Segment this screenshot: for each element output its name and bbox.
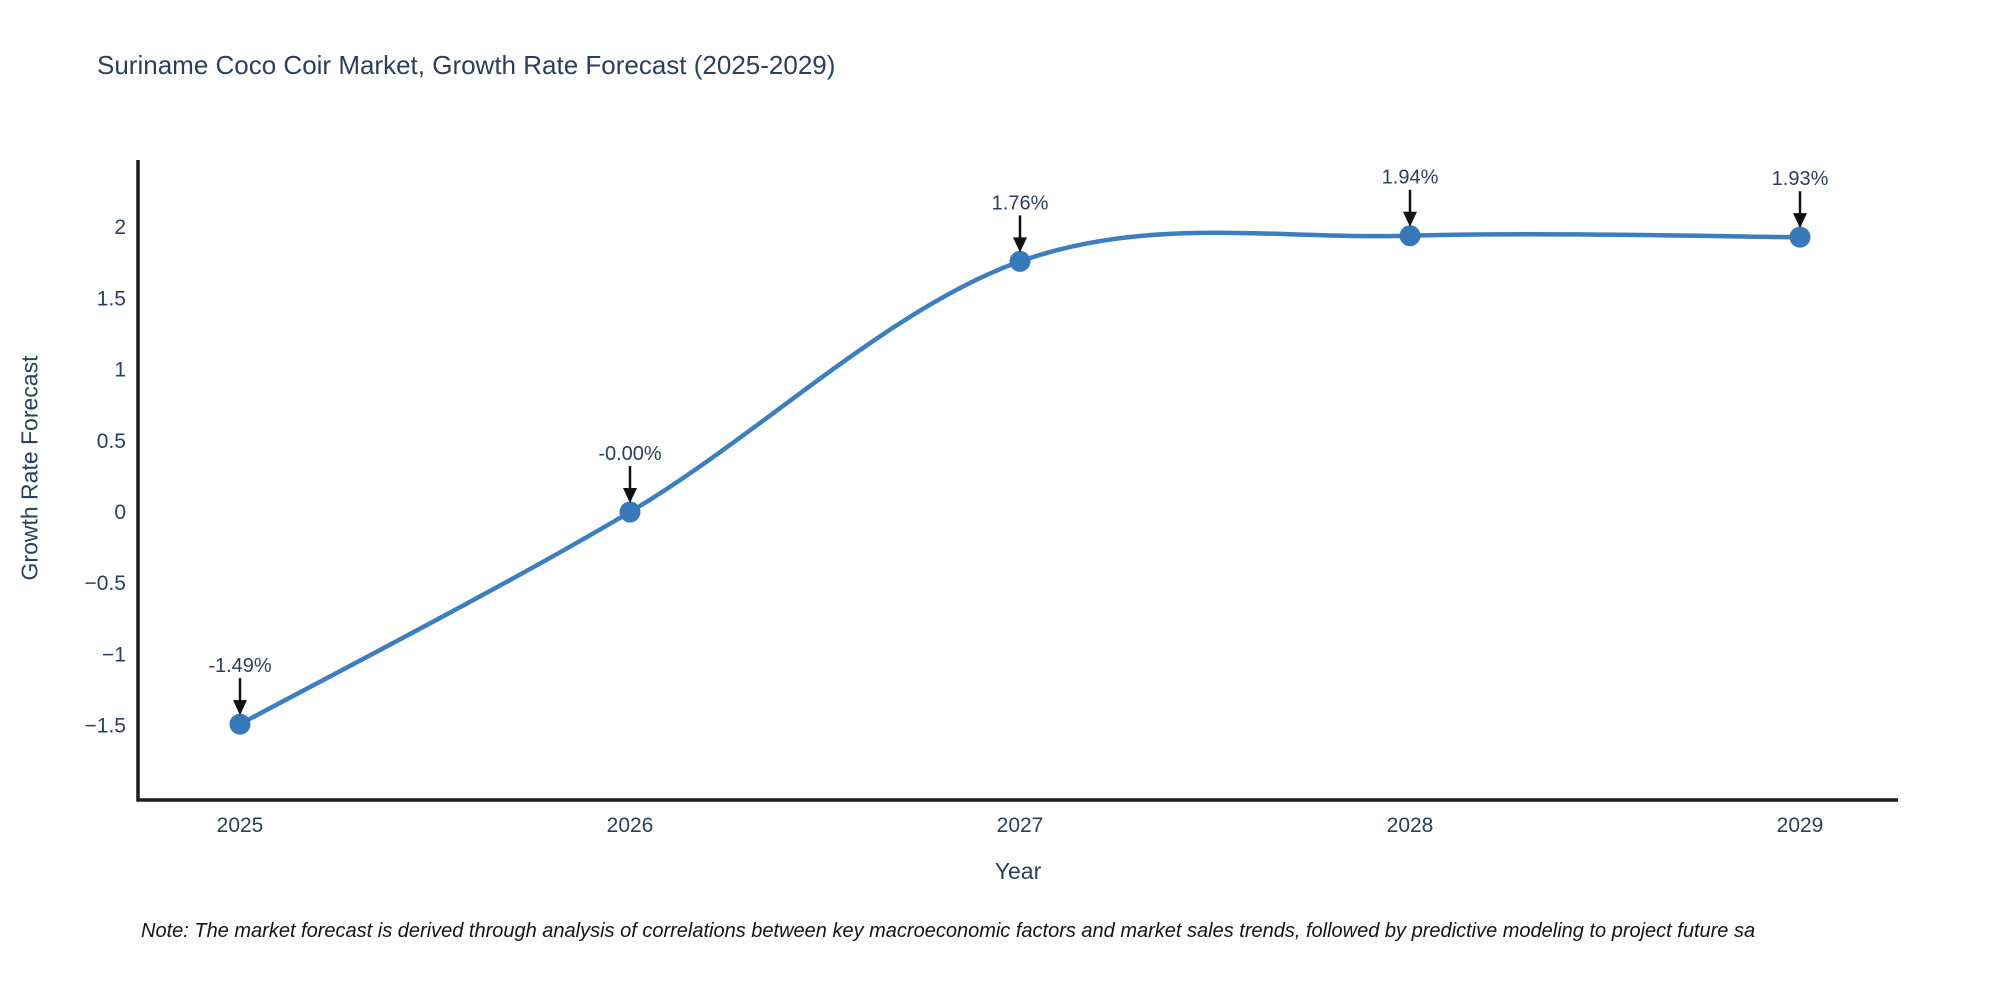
annotation-label: 1.76% bbox=[992, 192, 1049, 214]
annotation-label: -1.49% bbox=[208, 655, 272, 677]
forecast-line bbox=[237, 230, 1803, 727]
chart-title: Suriname Coco Coir Market, Growth Rate F… bbox=[97, 50, 836, 80]
y-tick-label: 1 bbox=[114, 359, 126, 382]
footnote: Note: The market forecast is derived thr… bbox=[141, 920, 1756, 942]
x-axis-title: Year bbox=[994, 858, 1042, 884]
y-tick-label: −1 bbox=[102, 643, 126, 666]
y-tick-label: 2 bbox=[114, 216, 126, 239]
annotation-label: -0.00% bbox=[598, 443, 662, 465]
y-tick-label: 0.5 bbox=[97, 430, 126, 453]
data-point-marker[interactable] bbox=[1789, 226, 1811, 248]
annotation-arrowhead-icon bbox=[623, 488, 637, 503]
annotation-arrowhead-icon bbox=[233, 700, 247, 716]
y-tick-label: 1.5 bbox=[97, 287, 126, 310]
annotation-arrowhead-icon bbox=[1013, 237, 1027, 253]
annotation-label: 1.93% bbox=[1772, 168, 1829, 190]
y-tick-label: −1.5 bbox=[85, 715, 126, 738]
data-point-marker[interactable] bbox=[619, 501, 641, 523]
annotation-label: 1.94% bbox=[1382, 167, 1439, 189]
x-tick-label: 2027 bbox=[997, 814, 1044, 837]
y-tick-label: −0.5 bbox=[85, 572, 126, 595]
x-tick-label: 2029 bbox=[1777, 814, 1824, 837]
x-tick-label: 2028 bbox=[1387, 814, 1434, 837]
x-tick-label: 2025 bbox=[217, 814, 264, 837]
x-tick-label: 2026 bbox=[607, 814, 654, 837]
axis-lines bbox=[136, 160, 1898, 802]
annotation-arrowhead-icon bbox=[1403, 211, 1417, 227]
annotation-arrowhead-icon bbox=[1793, 213, 1807, 229]
data-point-marker[interactable] bbox=[1009, 250, 1031, 272]
data-point-marker[interactable] bbox=[229, 713, 251, 735]
data-point-marker[interactable] bbox=[1399, 225, 1421, 247]
y-tick-label: 0 bbox=[114, 501, 126, 524]
